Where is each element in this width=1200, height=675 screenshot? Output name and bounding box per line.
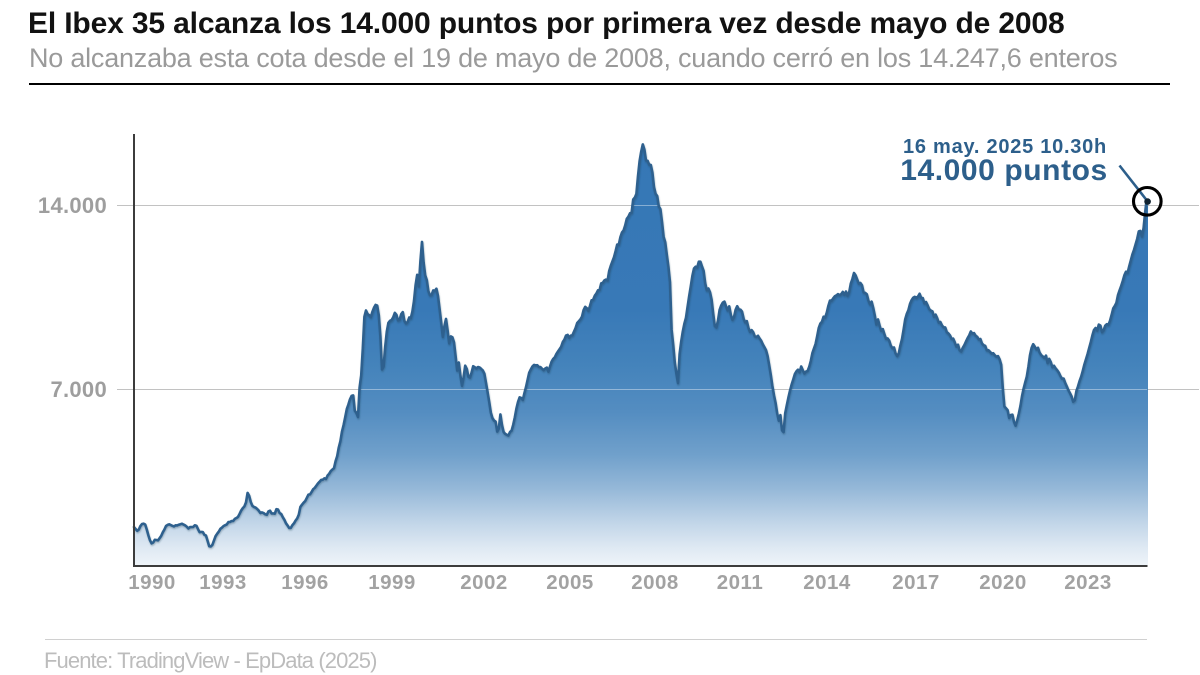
svg-text:14.000: 14.000: [38, 193, 107, 218]
svg-text:2008: 2008: [631, 571, 679, 594]
svg-text:7.000: 7.000: [50, 377, 107, 402]
svg-text:1999: 1999: [368, 571, 416, 594]
svg-text:1993: 1993: [199, 571, 247, 594]
svg-text:2014: 2014: [803, 571, 851, 594]
svg-text:2020: 2020: [979, 571, 1027, 594]
svg-text:2005: 2005: [546, 571, 594, 594]
svg-text:2017: 2017: [892, 571, 940, 594]
svg-text:1990: 1990: [128, 571, 176, 594]
svg-text:1996: 1996: [281, 571, 329, 594]
svg-text:2011: 2011: [717, 571, 763, 594]
svg-text:2002: 2002: [460, 571, 508, 594]
svg-text:2023: 2023: [1064, 571, 1112, 594]
